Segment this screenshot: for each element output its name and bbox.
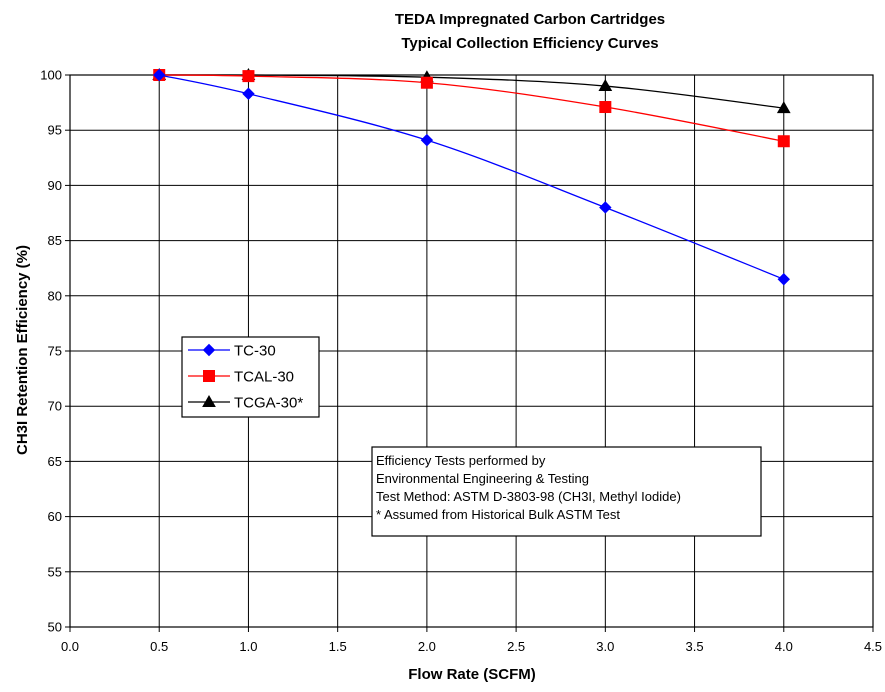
- legend-label-tc-30: TC-30: [234, 343, 276, 360]
- x-tick-label: 2.0: [418, 639, 436, 654]
- data-point-tc-30: [420, 133, 434, 147]
- y-tick-label: 85: [48, 233, 62, 248]
- y-tick-label: 55: [48, 564, 62, 579]
- x-tick-label: 4.0: [775, 639, 793, 654]
- legend: TC-30 TCAL-30 TCGA-30*: [181, 336, 320, 418]
- series-layer: [152, 67, 791, 286]
- legend-marker-tcal-30: [203, 370, 215, 382]
- plot-area: [69, 74, 874, 628]
- legend-marker-tcga-30: [202, 394, 216, 407]
- x-axis-label: Flow Rate (SCFM): [408, 666, 536, 683]
- data-point-tcal-30: [420, 76, 433, 89]
- x-tick-label: 1.5: [329, 639, 347, 654]
- series-line-tcga-30: [159, 74, 784, 109]
- x-tick-label: 3.5: [686, 639, 704, 654]
- data-point-tcga-30: [776, 101, 791, 114]
- chart-title-line-2: Typical Collection Efficiency Curves: [401, 35, 658, 52]
- y-tick-label: 100: [40, 68, 62, 83]
- y-axis-label: CH3I Retention Efficiency (%): [14, 245, 31, 455]
- y-tick-label: 75: [48, 344, 62, 359]
- annotation-line: Efficiency Tests performed by: [376, 453, 546, 468]
- data-point-tcal-30: [599, 101, 612, 114]
- data-point-tcga-30: [598, 79, 613, 92]
- data-point-tcal-30: [242, 70, 255, 83]
- legend-label-tcal-30: TCAL-30: [234, 369, 294, 386]
- y-tick-label: 80: [48, 288, 62, 303]
- x-tick-label: 4.5: [864, 639, 882, 654]
- x-tick-label: 3.0: [596, 639, 614, 654]
- chart-title-line-1: TEDA Impregnated Carbon Cartridges: [395, 11, 665, 28]
- x-tick-label: 0.5: [150, 639, 168, 654]
- series-line-tc-30: [159, 74, 785, 280]
- data-point-tc-30: [599, 201, 612, 214]
- y-tick-label: 50: [48, 620, 62, 635]
- y-tick-label: 95: [48, 123, 62, 138]
- y-tick-label: 90: [48, 178, 62, 193]
- x-tick-label: 0.0: [61, 639, 79, 654]
- annotation-box: Efficiency Tests performed by Environment…: [371, 446, 762, 537]
- series-line-tcal-30: [159, 74, 784, 142]
- axes-layer: [65, 74, 874, 632]
- y-tick-label: 60: [48, 509, 62, 524]
- annotation-line: * Assumed from Historical Bulk ASTM Test: [376, 507, 620, 522]
- y-tick-label: 70: [48, 399, 62, 414]
- x-tick-label: 2.5: [507, 639, 525, 654]
- text-layer: TEDA Impregnated Carbon Cartridges Typic…: [14, 11, 882, 683]
- annotation-box-border: [371, 446, 762, 537]
- data-point-tc-30: [153, 68, 166, 82]
- data-point-tcal-30: [777, 135, 790, 148]
- data-point-tc-30: [777, 273, 790, 286]
- x-tick-label: 1.0: [239, 639, 257, 654]
- data-point-tc-30: [242, 87, 255, 100]
- y-tick-label: 65: [48, 454, 62, 469]
- annotation-line: Environmental Engineering & Testing: [376, 471, 589, 486]
- legend-label-tcga-30: TCGA-30*: [234, 395, 303, 412]
- legend-marker-tc-30: [202, 343, 216, 357]
- annotation-line: Test Method: ASTM D-3803-98 (CH3I, Methy…: [376, 489, 681, 504]
